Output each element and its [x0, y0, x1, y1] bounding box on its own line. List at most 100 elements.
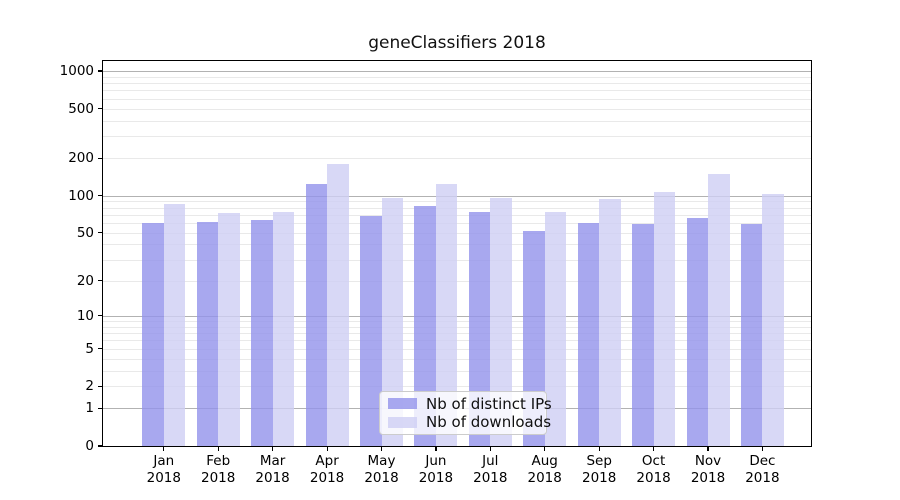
gridline-minor — [103, 83, 811, 85]
x-tick-year: 2018 — [690, 470, 726, 486]
y-tick-mark — [98, 315, 102, 317]
y-tick-label: 20 — [76, 272, 94, 289]
x-tick-year: 2018 — [418, 470, 454, 486]
x-tick-label: Feb 2018 — [186, 453, 250, 487]
gridline-minor — [103, 136, 811, 138]
legend-swatch-downloads — [388, 416, 417, 428]
spine-right — [810, 60, 812, 447]
bar-downloads-oct — [653, 191, 676, 446]
bar-distinct-ips-jan — [142, 222, 164, 446]
spine-bottom — [102, 446, 812, 448]
y-tick-mark — [98, 232, 102, 234]
gridline-minor — [103, 98, 811, 100]
y-tick-mark — [98, 70, 102, 72]
legend-label-distinct-ips: Nb of distinct IPs — [426, 394, 552, 413]
bar-distinct-ips-jul — [468, 211, 491, 446]
y-tick-mark — [98, 385, 102, 388]
x-tick-label: Dec 2018 — [730, 453, 794, 487]
y-tick-mark — [98, 445, 102, 447]
bar-downloads-nov — [708, 174, 730, 446]
x-tick-mark — [598, 447, 600, 451]
gridline-minor — [103, 76, 811, 78]
x-tick-year: 2018 — [473, 470, 508, 486]
y-tick-mark — [98, 407, 102, 410]
y-tick-mark — [98, 194, 102, 197]
gridline-major — [103, 71, 811, 72]
x-tick-year: 2018 — [309, 470, 345, 486]
x-tick-label: Jul 2018 — [458, 453, 522, 487]
bar-distinct-ips-may — [360, 216, 382, 446]
bar-downloads-apr — [327, 164, 349, 446]
legend-item-downloads: Nb of downloads — [388, 413, 551, 431]
y-tick-label: 500 — [68, 100, 94, 117]
bar-downloads-dec — [762, 194, 784, 446]
bar-distinct-ips-feb — [196, 222, 219, 446]
x-tick-label: Sep 2018 — [567, 453, 631, 487]
x-tick-mark — [544, 447, 546, 451]
x-tick-year: 2018 — [582, 470, 617, 486]
bar-downloads-aug — [544, 212, 567, 446]
y-tick-label: 100 — [68, 187, 94, 204]
bar-distinct-ips-nov — [686, 217, 708, 446]
x-tick-mark — [489, 447, 491, 451]
plot-area — [103, 61, 811, 446]
legend-item-distinct-ips: Nb of distinct IPs — [388, 395, 552, 413]
bar-distinct-ips-oct — [632, 223, 654, 446]
x-tick-year: 2018 — [146, 470, 181, 486]
x-tick-label: Jun 2018 — [404, 453, 468, 487]
y-tick-label: 200 — [68, 150, 94, 167]
y-tick-mark — [98, 280, 102, 282]
x-tick-mark — [435, 447, 437, 451]
x-tick-year: 2018 — [636, 470, 671, 486]
x-tick-label: Nov 2018 — [676, 453, 740, 487]
bar-downloads-jan — [163, 203, 186, 446]
x-tick-label: May 2018 — [350, 453, 414, 487]
legend-label-downloads: Nb of downloads — [426, 413, 552, 432]
x-tick-label: Mar 2018 — [241, 453, 305, 487]
bar-distinct-ips-sep — [577, 222, 600, 446]
y-tick-label: 5 — [85, 340, 94, 357]
bar-distinct-ips-mar — [251, 220, 273, 446]
bar-distinct-ips-dec — [740, 223, 763, 446]
x-tick-label: Aug 2018 — [513, 453, 577, 487]
chart-title: geneClassifiers 2018 — [368, 33, 546, 53]
legend: Nb of distinct IPs Nb of downloads — [379, 391, 552, 435]
gridline-minor — [103, 120, 811, 122]
gridline-minor — [103, 158, 811, 160]
gridline-minor — [103, 90, 811, 92]
bar-downloads-mar — [272, 211, 295, 446]
legend-swatch-distinct-ips — [388, 398, 417, 410]
x-tick-mark — [217, 447, 219, 451]
x-tick-mark — [707, 447, 709, 451]
y-tick-label: 2 — [85, 378, 94, 395]
x-tick-mark — [163, 447, 165, 451]
gridline-minor — [103, 108, 811, 110]
bar-downloads-sep — [599, 198, 621, 446]
bar-downloads-feb — [218, 213, 240, 446]
y-tick-label: 50 — [76, 224, 94, 241]
x-tick-label: Oct 2018 — [622, 453, 686, 487]
x-tick-label: Apr 2018 — [295, 453, 359, 487]
x-tick-year: 2018 — [201, 470, 236, 486]
x-tick-year: 2018 — [255, 470, 290, 486]
y-tick-mark — [98, 157, 102, 159]
bar-distinct-ips-apr — [305, 183, 328, 446]
x-tick-mark — [653, 447, 655, 451]
x-tick-label: Jan 2018 — [132, 453, 196, 487]
bar-downloads-may — [381, 198, 403, 446]
x-tick-mark — [761, 447, 764, 451]
bar-distinct-ips-jun — [414, 205, 436, 446]
x-tick-year: 2018 — [527, 470, 562, 486]
bar-downloads-jul — [490, 198, 512, 446]
y-tick-label: 1000 — [59, 63, 94, 79]
y-tick-label: 10 — [76, 307, 94, 324]
x-tick-mark — [326, 447, 328, 451]
y-tick-mark — [98, 348, 102, 350]
x-tick-mark — [272, 447, 274, 451]
y-tick-label: 0 — [85, 438, 94, 454]
y-tick-mark — [98, 108, 102, 110]
x-tick-mark — [380, 447, 383, 451]
x-tick-year: 2018 — [745, 470, 780, 486]
x-tick-year: 2018 — [364, 470, 399, 486]
